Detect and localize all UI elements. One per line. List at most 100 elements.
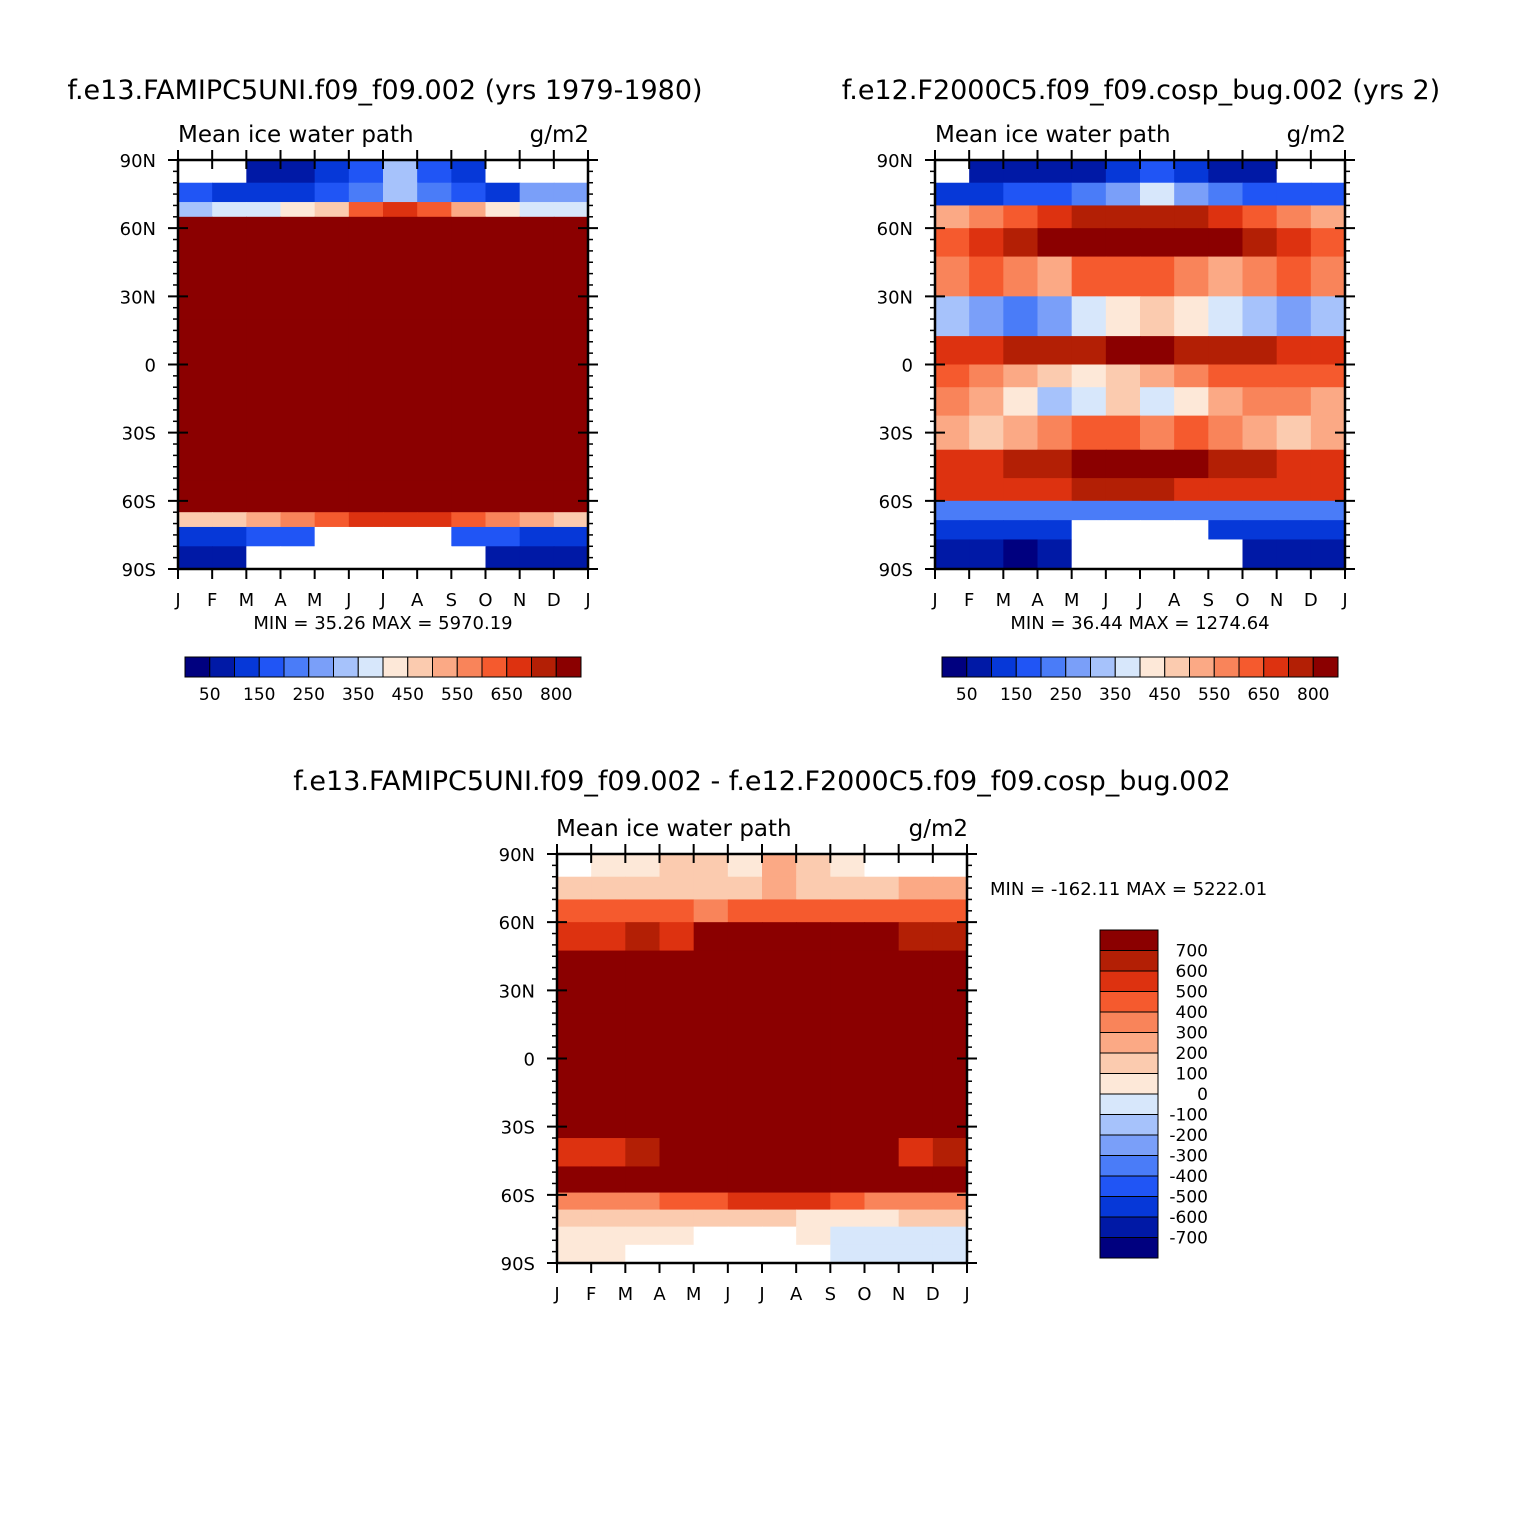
colorbar-box [308, 656, 334, 678]
colorbar-box [1015, 656, 1042, 678]
x-tick-label: J [1102, 590, 1108, 611]
colorbar-box [1099, 1114, 1159, 1136]
colorbar-box [1090, 656, 1116, 678]
field-cell [1242, 160, 1278, 184]
field-cell [1037, 296, 1073, 337]
field-cell [417, 319, 452, 411]
field-cell [932, 1092, 968, 1139]
colorbar-box [506, 656, 532, 678]
field-cell [1276, 364, 1312, 388]
field-cell [553, 216, 589, 250]
field-cell [1037, 228, 1073, 258]
colorbar-box [1099, 929, 1159, 951]
x-tick-label: J [584, 590, 590, 611]
field-cell [969, 415, 1004, 451]
field-cell [280, 409, 316, 481]
field-cell [762, 1013, 797, 1094]
field-cell [1276, 256, 1312, 297]
field-cell [1140, 296, 1175, 337]
colorbar-box [1099, 950, 1159, 972]
field-cell [1310, 160, 1346, 184]
field-cell [1105, 364, 1141, 388]
field-cell [830, 922, 866, 952]
field-cell [1276, 160, 1312, 184]
field-cell [314, 182, 350, 203]
field-cell [1003, 205, 1039, 229]
colorbar-box [1065, 656, 1091, 678]
field-cell [212, 182, 247, 203]
field-cell [659, 1192, 695, 1211]
field-cell [451, 216, 487, 250]
field-cell [935, 182, 970, 207]
field-cell [591, 950, 626, 1014]
field-cell [1208, 449, 1244, 479]
field-cell [1174, 539, 1209, 570]
colorbar-box [1099, 1175, 1159, 1197]
field-cell [451, 409, 487, 481]
colorbar-label: -700 [1169, 1229, 1208, 1249]
field-cell [898, 1226, 934, 1246]
x-tick-label: A [1168, 590, 1181, 611]
field-cell [693, 854, 729, 878]
field-cell [1105, 182, 1141, 207]
field-cell [1105, 500, 1141, 521]
field-cell [557, 1244, 592, 1264]
field-cell [417, 546, 452, 570]
panel-3-subtitle: Mean ice water path [556, 816, 792, 842]
field-cell [796, 899, 831, 923]
field-cell [935, 256, 970, 297]
panel-3-title: f.e13.FAMIPC5UNI.f09_f09.002 - f.e12.F20… [293, 766, 1230, 797]
field-cell [557, 1013, 592, 1094]
field-cell [727, 1166, 763, 1194]
field-cell [1208, 228, 1244, 258]
field-cell [1140, 387, 1175, 417]
field-cell [280, 216, 316, 250]
field-cell [451, 202, 487, 218]
colorbar-box [382, 656, 409, 678]
field-cell [935, 205, 970, 229]
field-cell [280, 202, 316, 218]
x-tick-label: A [274, 590, 287, 611]
field-cell [591, 1209, 626, 1228]
field-cell [693, 899, 729, 923]
colorbar-label: 150 [1000, 685, 1032, 705]
field-cell [553, 480, 589, 513]
field-cell [830, 1192, 866, 1211]
y-tick-label: 30S [501, 1118, 535, 1139]
field-cell [898, 1166, 934, 1194]
x-tick-label: J [174, 590, 180, 611]
y-tick-label: 60S [501, 1186, 535, 1207]
field-cell [969, 296, 1004, 337]
field-cell [830, 1138, 866, 1168]
field-cell [1003, 296, 1039, 337]
field-cell [451, 512, 487, 528]
field-cell [1310, 296, 1346, 337]
field-cell [519, 546, 555, 570]
field-cell [1071, 449, 1107, 479]
field-cell [969, 449, 1004, 479]
field-cell [1208, 364, 1244, 388]
field-cell [659, 899, 695, 923]
field-cell [557, 1226, 592, 1246]
field-cell [1276, 520, 1312, 541]
field-cell [212, 546, 247, 570]
field-cell [693, 950, 729, 1014]
field-cell [246, 182, 282, 203]
field-cell [178, 480, 213, 513]
field-cell [451, 160, 487, 184]
field-cell [519, 202, 555, 218]
field-cell [1174, 500, 1209, 521]
field-cell [246, 248, 282, 320]
panel-1-subtitle: Mean ice water path [178, 122, 414, 148]
field-cell [762, 1209, 797, 1228]
y-tick-label: 30S [122, 424, 156, 445]
field-cell [830, 1209, 866, 1228]
colorbar-label: 150 [243, 685, 275, 705]
field-cell [1071, 336, 1107, 366]
field-cell [348, 216, 384, 250]
field-cell [1140, 182, 1175, 207]
colorbar-box [1099, 1216, 1159, 1238]
field-cell [485, 526, 521, 547]
field-cell [485, 480, 521, 513]
